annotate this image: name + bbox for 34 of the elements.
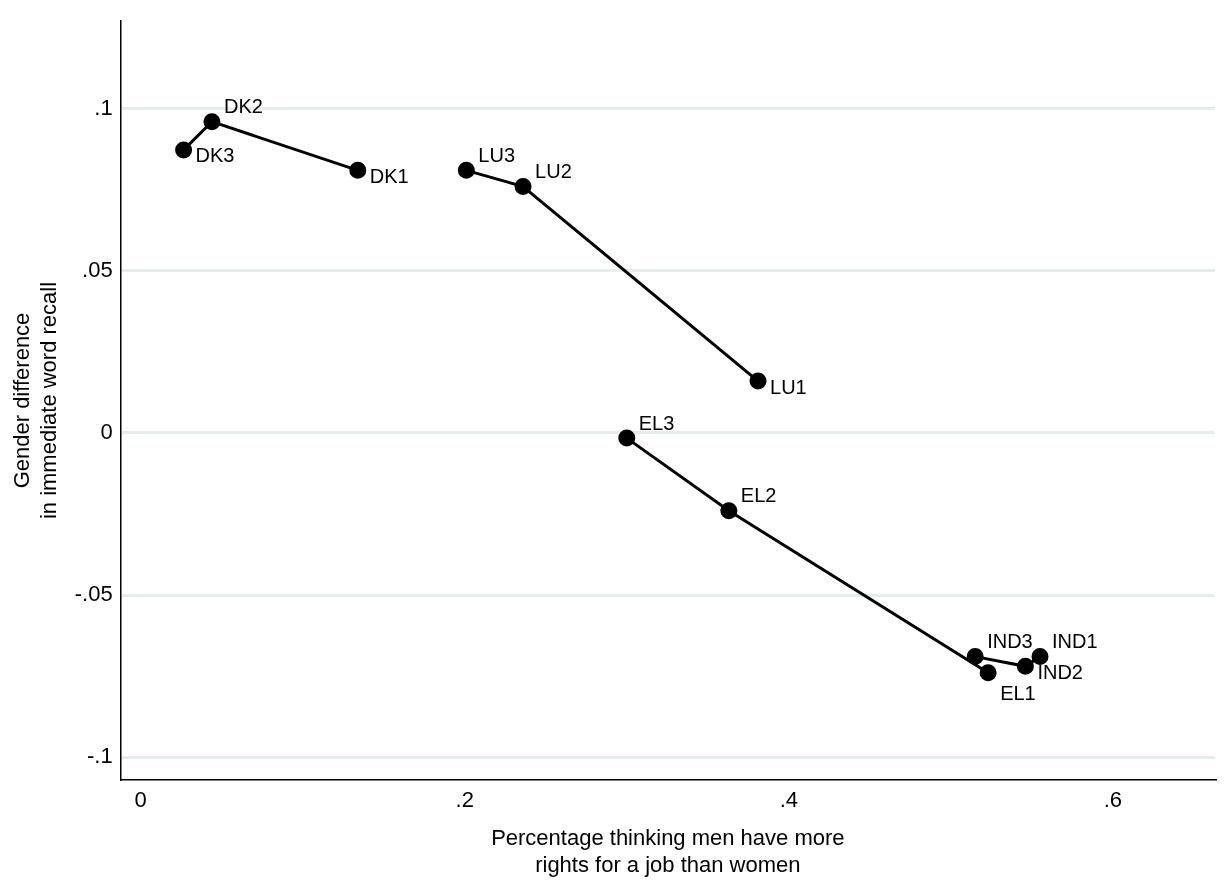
annotation: LU3 [478,143,516,166]
annotation: IND3 [987,630,1033,653]
y-tick-label: -.05 [74,581,113,607]
point [349,161,367,179]
point [457,161,475,179]
point [979,664,997,682]
annotation: EL1 [1000,682,1036,705]
y-axis-title: Gender difference in immediate word recall [9,281,61,520]
point [749,372,767,390]
annotation: EL3 [638,411,675,434]
point [175,141,193,159]
y-tick-label: .1 [94,94,113,120]
x-axis-title: Percentage thinking men have more rights for a job than women [491,825,845,877]
point [618,429,636,447]
annotation: DK3 [195,144,235,167]
point [720,502,738,520]
annotation: IND1 [1051,630,1098,653]
annotation: IND2 [1037,660,1083,683]
x-tick-label: 0 [134,787,147,813]
y-tick-label: -.1 [87,743,113,769]
x-tick-label: .4 [779,787,798,813]
y-tick-label: .05 [82,256,113,282]
annotation: LU2 [535,160,572,183]
annotation: DK2 [223,95,263,118]
point [1031,648,1049,666]
point [203,113,221,131]
y-tick-label: 0 [100,418,113,444]
x-tick-label: .2 [455,787,474,813]
point [514,178,532,196]
annotation: LU1 [770,375,807,398]
x-tick-label: .6 [1103,787,1123,813]
annotation: EL2 [740,484,777,507]
annotation: DK1 [369,164,409,187]
point [1016,657,1034,675]
